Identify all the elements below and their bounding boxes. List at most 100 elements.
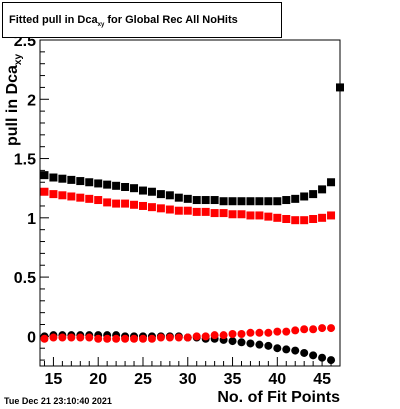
series-0 — [40, 171, 336, 206]
data-point — [67, 192, 76, 201]
data-point — [58, 191, 67, 200]
data-point — [246, 197, 255, 206]
data-point — [130, 200, 139, 209]
data-point — [147, 203, 156, 212]
data-point — [237, 197, 246, 206]
data-point-outlier — [336, 83, 344, 92]
data-point — [264, 197, 273, 206]
data-point — [121, 199, 130, 208]
data-point — [318, 353, 327, 362]
data-point — [67, 333, 76, 342]
data-point — [300, 192, 309, 201]
y-tick-label: 1 — [27, 211, 36, 228]
data-point — [228, 329, 237, 338]
data-point — [309, 190, 318, 199]
data-point — [112, 334, 121, 343]
data-point — [300, 216, 309, 225]
data-point — [192, 332, 201, 341]
data-point — [210, 331, 219, 340]
data-point — [130, 334, 139, 343]
data-point — [147, 334, 156, 343]
x-tick-label: 20 — [89, 371, 107, 388]
data-point — [103, 334, 112, 343]
data-point — [174, 193, 183, 202]
data-point — [219, 209, 228, 218]
data-point — [183, 206, 192, 215]
data-point — [282, 215, 291, 224]
data-point — [246, 211, 255, 220]
y-tick-label: 0.5 — [14, 270, 36, 287]
timestamp: Tue Dec 21 23:10:40 2021 — [4, 396, 112, 406]
data-point — [85, 333, 94, 342]
x-axis-label: No. of Fit Points — [217, 389, 340, 406]
y-tick-label: 1.5 — [14, 152, 36, 169]
data-point — [273, 197, 282, 206]
data-point — [165, 333, 174, 342]
data-point — [210, 196, 219, 205]
data-point — [58, 333, 67, 342]
data-point — [130, 184, 139, 193]
data-point — [192, 207, 201, 216]
data-point — [255, 211, 264, 220]
data-point — [237, 338, 246, 347]
data-point — [237, 329, 246, 338]
data-point — [121, 334, 130, 343]
data-point — [183, 194, 192, 203]
data-point — [174, 333, 183, 342]
data-point — [264, 341, 273, 350]
data-point — [255, 197, 264, 206]
data-point — [327, 178, 336, 187]
data-point — [246, 328, 255, 337]
data-point — [112, 181, 121, 190]
data-point — [103, 198, 112, 207]
data-point — [138, 201, 147, 210]
data-point — [58, 174, 67, 183]
data-point — [273, 327, 282, 336]
data-point — [76, 177, 85, 186]
data-point — [291, 194, 300, 203]
series-1 — [40, 187, 336, 225]
series-3 — [40, 324, 336, 343]
data-point — [67, 175, 76, 184]
data-point — [309, 325, 318, 334]
data-point — [309, 215, 318, 224]
data-point — [112, 199, 121, 208]
data-point — [273, 344, 282, 353]
data-point — [201, 207, 210, 216]
data-point — [228, 210, 237, 219]
data-point — [49, 190, 58, 199]
data-point — [40, 187, 49, 196]
data-point — [121, 182, 130, 191]
data-point — [94, 196, 103, 205]
data-point — [201, 332, 210, 341]
data-point — [273, 213, 282, 222]
data-point — [228, 197, 237, 206]
data-point — [165, 191, 174, 200]
data-point — [327, 324, 336, 333]
data-point — [183, 333, 192, 342]
data-point — [85, 178, 94, 187]
data-point — [300, 325, 309, 334]
data-point — [165, 205, 174, 214]
data-point — [156, 333, 165, 342]
data-point — [156, 204, 165, 213]
data-point — [255, 328, 264, 337]
data-point — [327, 356, 336, 365]
data-point — [282, 196, 291, 205]
data-point — [85, 194, 94, 203]
data-point — [318, 185, 327, 194]
data-point — [219, 331, 228, 340]
data-point — [318, 213, 327, 222]
data-point — [264, 328, 273, 337]
data-point — [103, 180, 112, 189]
title-box: Fitted pull in Dcaxy for Global Rec All … — [2, 2, 282, 38]
x-tick-label: 40 — [268, 371, 286, 388]
data-point — [210, 209, 219, 218]
data-point — [219, 197, 228, 206]
data-point — [264, 212, 273, 221]
data-point — [76, 333, 85, 342]
data-point — [156, 190, 165, 199]
data-point — [282, 345, 291, 354]
